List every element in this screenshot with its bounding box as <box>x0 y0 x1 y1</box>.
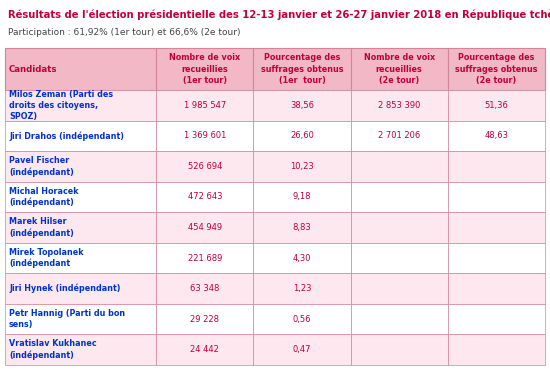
Text: 8,83: 8,83 <box>293 223 311 232</box>
Bar <box>5 90 156 121</box>
Bar <box>254 243 350 273</box>
Bar <box>448 304 545 334</box>
Text: Participation : 61,92% (1er tour) et 66,6% (2e tour): Participation : 61,92% (1er tour) et 66,… <box>8 28 240 37</box>
Text: 1,23: 1,23 <box>293 284 311 293</box>
Bar <box>156 334 254 365</box>
Bar <box>448 273 545 304</box>
Bar <box>350 151 448 182</box>
Bar <box>5 212 156 243</box>
Text: Milos Zeman (Parti des
droits des citoyens,
SPOZ): Milos Zeman (Parti des droits des citoye… <box>9 90 113 121</box>
Text: Nombre de voix
recueillies
(1er tour): Nombre de voix recueillies (1er tour) <box>169 53 240 85</box>
Bar <box>5 304 156 334</box>
Bar <box>156 273 254 304</box>
Text: 9,18: 9,18 <box>293 192 311 201</box>
Text: 48,63: 48,63 <box>485 131 508 140</box>
Text: 38,56: 38,56 <box>290 101 314 110</box>
Bar <box>350 212 448 243</box>
Bar <box>156 304 254 334</box>
Bar <box>156 48 254 90</box>
Bar <box>254 121 350 151</box>
Bar <box>350 48 448 90</box>
Bar <box>254 304 350 334</box>
Bar <box>448 90 545 121</box>
Bar <box>156 212 254 243</box>
Bar <box>254 48 350 90</box>
Bar <box>5 121 156 151</box>
Text: 526 694: 526 694 <box>188 162 222 171</box>
Text: 51,36: 51,36 <box>485 101 508 110</box>
Bar <box>448 121 545 151</box>
Text: Pourcentage des
suffrages obtenus
(2e tour): Pourcentage des suffrages obtenus (2e to… <box>455 53 538 85</box>
Bar <box>448 151 545 182</box>
Bar <box>5 182 156 212</box>
Bar <box>254 212 350 243</box>
Bar <box>350 90 448 121</box>
Text: Résultats de l'élection présidentielle des 12-13 janvier et 26-27 janvier 2018 e: Résultats de l'élection présidentielle d… <box>8 10 550 20</box>
Text: Vratislav Kukhanec
(indépendant): Vratislav Kukhanec (indépendant) <box>9 339 97 360</box>
Text: 24 442: 24 442 <box>190 345 219 354</box>
Text: 0,56: 0,56 <box>293 314 311 324</box>
Text: 29 228: 29 228 <box>190 314 219 324</box>
Text: Jiri Drahos (indépendant): Jiri Drahos (indépendant) <box>9 131 124 141</box>
Text: 1 985 547: 1 985 547 <box>184 101 226 110</box>
Bar <box>156 182 254 212</box>
Text: Nombre de voix
recueillies
(2e tour): Nombre de voix recueillies (2e tour) <box>364 53 434 85</box>
Text: Mirek Topolanek
(indépendant: Mirek Topolanek (indépendant <box>9 248 84 268</box>
Text: 2 853 390: 2 853 390 <box>378 101 420 110</box>
Text: Marek Hilser
(indépendant): Marek Hilser (indépendant) <box>9 217 74 238</box>
Bar <box>448 334 545 365</box>
Bar <box>5 334 156 365</box>
Bar <box>350 304 448 334</box>
Bar <box>350 334 448 365</box>
Text: Pavel Fischer
(indépendant): Pavel Fischer (indépendant) <box>9 156 74 177</box>
Bar <box>5 273 156 304</box>
Bar <box>156 121 254 151</box>
Text: Candidats: Candidats <box>9 64 58 74</box>
Bar <box>254 151 350 182</box>
Bar <box>156 90 254 121</box>
Text: 63 348: 63 348 <box>190 284 219 293</box>
Bar <box>5 151 156 182</box>
Bar <box>5 48 156 90</box>
Text: Michal Horacek
(indépendant): Michal Horacek (indépendant) <box>9 186 79 207</box>
Bar <box>5 243 156 273</box>
Bar <box>350 121 448 151</box>
Text: 2 701 206: 2 701 206 <box>378 131 420 140</box>
Bar <box>254 182 350 212</box>
Text: 221 689: 221 689 <box>188 253 222 263</box>
Text: Jiri Hynek (indépendant): Jiri Hynek (indépendant) <box>9 284 120 293</box>
Bar <box>350 243 448 273</box>
Bar <box>254 90 350 121</box>
Bar <box>156 151 254 182</box>
Text: 472 643: 472 643 <box>188 192 222 201</box>
Bar <box>254 273 350 304</box>
Bar <box>448 212 545 243</box>
Text: 10,23: 10,23 <box>290 162 314 171</box>
Text: 1 369 601: 1 369 601 <box>184 131 226 140</box>
Bar <box>350 273 448 304</box>
Text: Petr Hannig (Parti du bon
sens): Petr Hannig (Parti du bon sens) <box>9 309 125 329</box>
Bar <box>448 48 545 90</box>
Text: 454 949: 454 949 <box>188 223 222 232</box>
Bar <box>156 243 254 273</box>
Bar <box>254 334 350 365</box>
Text: 26,60: 26,60 <box>290 131 314 140</box>
Text: 4,30: 4,30 <box>293 253 311 263</box>
Bar <box>350 182 448 212</box>
Text: Pourcentage des
suffrages obtenus
(1er  tour): Pourcentage des suffrages obtenus (1er t… <box>261 53 343 85</box>
Bar <box>448 243 545 273</box>
Bar <box>448 182 545 212</box>
Text: 0,47: 0,47 <box>293 345 311 354</box>
